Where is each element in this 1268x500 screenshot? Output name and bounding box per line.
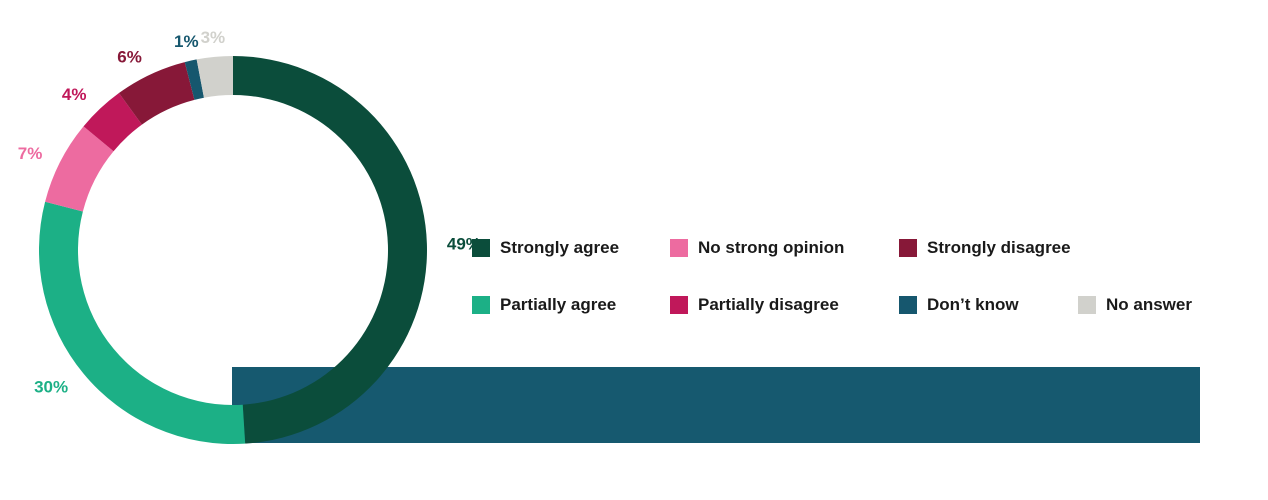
slice-no-strong-opinion bbox=[45, 126, 114, 212]
data-label: 49% bbox=[447, 234, 481, 253]
data-label: 7% bbox=[18, 144, 43, 163]
data-label: 3% bbox=[201, 28, 226, 47]
slice-partially-agree bbox=[39, 201, 246, 444]
data-label: 30% bbox=[34, 377, 68, 396]
slice-no-answer bbox=[196, 56, 233, 98]
data-label: 1% bbox=[174, 32, 199, 51]
data-label: 4% bbox=[62, 85, 87, 104]
slice-don-t-know bbox=[184, 59, 204, 100]
accent-strip bbox=[232, 367, 1200, 443]
slice-strongly-agree bbox=[233, 56, 427, 444]
slice-strongly-disagree bbox=[118, 62, 195, 125]
data-label: 6% bbox=[117, 47, 142, 66]
slice-partially-disagree bbox=[83, 93, 142, 152]
